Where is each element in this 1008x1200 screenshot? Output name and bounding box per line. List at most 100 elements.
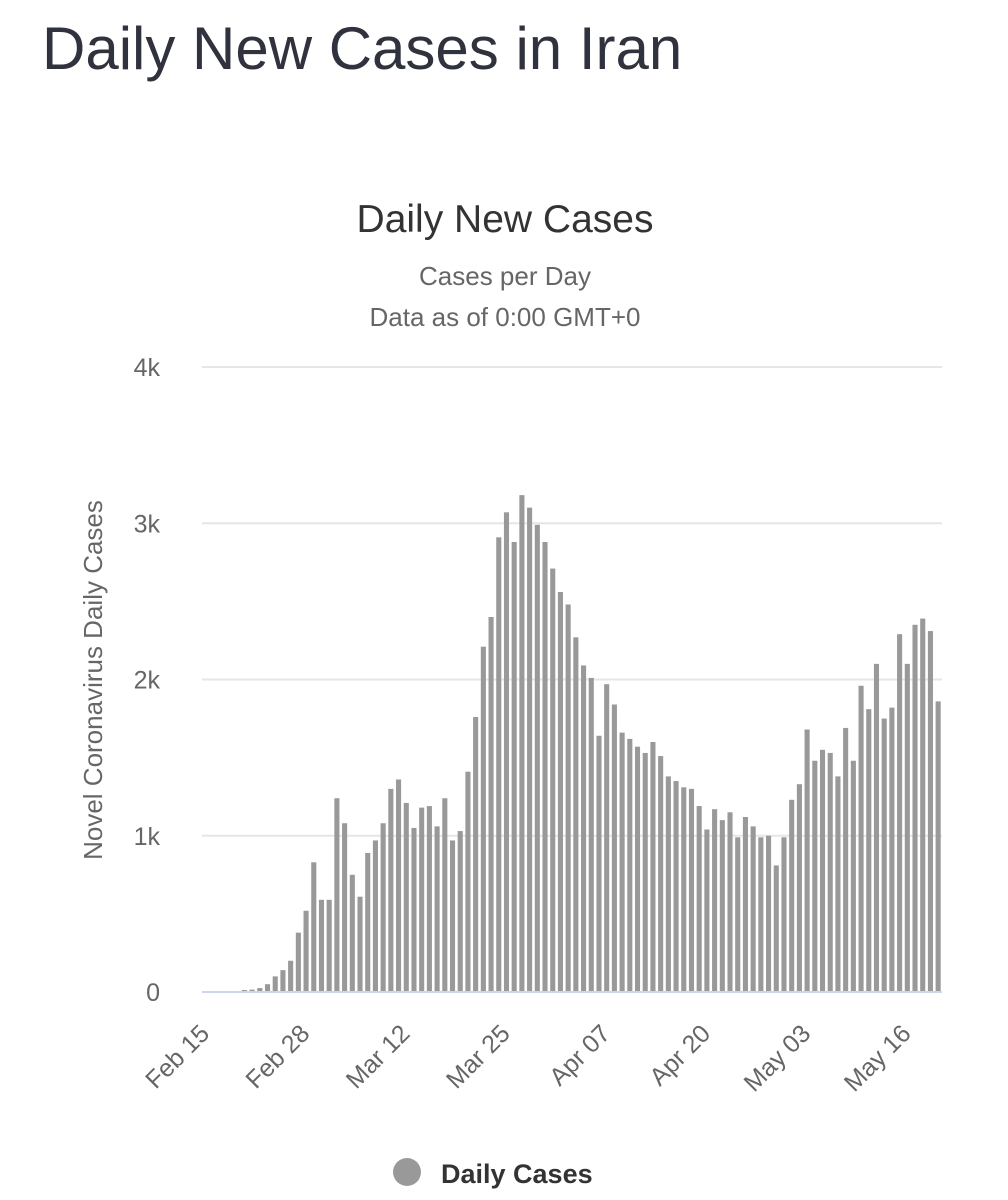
bar[interactable]	[712, 809, 718, 992]
bar[interactable]	[673, 781, 679, 992]
bar[interactable]	[688, 788, 695, 993]
x-tick-label: Mar 12	[341, 1019, 416, 1094]
bar[interactable]	[257, 988, 263, 992]
bar[interactable]	[927, 631, 933, 992]
bar[interactable]	[388, 788, 394, 993]
bar[interactable]	[819, 749, 826, 992]
bar[interactable]	[804, 729, 810, 993]
bar[interactable]	[866, 709, 872, 992]
x-tick-label: Feb 15	[140, 1019, 215, 1094]
bar[interactable]	[434, 826, 440, 993]
bar[interactable]	[812, 760, 818, 992]
bar[interactable]	[457, 831, 463, 992]
bar[interactable]	[796, 784, 802, 992]
bar[interactable]	[342, 823, 348, 992]
bar[interactable]	[634, 746, 641, 992]
bar[interactable]	[650, 742, 656, 992]
bar[interactable]	[411, 827, 417, 992]
bar[interactable]	[912, 624, 918, 992]
bar[interactable]	[835, 776, 841, 993]
bar[interactable]	[858, 685, 864, 992]
bar[interactable]	[573, 637, 579, 992]
bar[interactable]	[681, 787, 687, 992]
bar[interactable]	[449, 840, 456, 992]
bar[interactable]	[604, 684, 610, 992]
bar[interactable]	[619, 732, 625, 993]
bar[interactable]	[365, 852, 371, 992]
bar[interactable]	[280, 970, 286, 993]
bar[interactable]	[288, 960, 294, 992]
bar[interactable]	[735, 837, 741, 992]
bar[interactable]	[426, 806, 432, 992]
bar[interactable]	[249, 989, 255, 992]
bar[interactable]	[843, 727, 849, 992]
bar[interactable]	[920, 618, 926, 992]
bar[interactable]	[503, 512, 510, 992]
bar[interactable]	[264, 984, 271, 992]
bar[interactable]	[318, 899, 325, 992]
bar[interactable]	[642, 752, 648, 992]
bar[interactable]	[334, 798, 340, 992]
x-tick-label: May 16	[839, 1019, 917, 1097]
bar[interactable]	[758, 837, 764, 992]
x-tick-label: Mar 25	[441, 1019, 516, 1094]
bar[interactable]	[357, 896, 363, 992]
bar[interactable]	[827, 752, 833, 992]
bar[interactable]	[557, 592, 563, 992]
bar[interactable]	[873, 663, 880, 993]
bar[interactable]	[742, 817, 748, 992]
bar[interactable]	[627, 738, 633, 993]
bar[interactable]	[773, 865, 779, 992]
bar[interactable]	[527, 507, 533, 993]
bar[interactable]	[349, 874, 355, 992]
bar[interactable]	[480, 646, 486, 992]
bar[interactable]	[311, 862, 317, 992]
bar[interactable]	[850, 760, 856, 992]
bar[interactable]	[658, 756, 664, 992]
bar[interactable]	[519, 495, 525, 993]
bar[interactable]	[897, 634, 903, 992]
bar[interactable]	[403, 802, 409, 992]
bar[interactable]	[511, 542, 517, 992]
bar[interactable]	[935, 701, 941, 993]
bar[interactable]	[372, 840, 378, 992]
bar[interactable]	[542, 542, 548, 992]
bar[interactable]	[272, 976, 278, 993]
bar[interactable]	[881, 718, 887, 992]
y-axis-ticks: 0 1k 2k 3k 4k	[134, 354, 161, 1007]
legend-marker-icon[interactable]	[393, 1158, 421, 1186]
bar[interactable]	[550, 568, 556, 992]
bar[interactable]	[781, 837, 787, 992]
bar[interactable]	[789, 799, 795, 992]
bar[interactable]	[581, 665, 587, 992]
bar[interactable]	[696, 806, 702, 992]
bar[interactable]	[704, 829, 710, 993]
bar[interactable]	[488, 617, 494, 992]
bar[interactable]	[719, 820, 725, 993]
bar[interactable]	[534, 524, 540, 992]
bar[interactable]	[766, 835, 772, 992]
legend[interactable]: Daily Cases	[393, 1158, 593, 1189]
bar[interactable]	[904, 663, 910, 993]
bar[interactable]	[565, 604, 571, 993]
bar[interactable]	[665, 776, 671, 993]
bar[interactable]	[295, 932, 301, 993]
bar[interactable]	[889, 707, 895, 993]
bar[interactable]	[727, 812, 733, 992]
bar[interactable]	[396, 779, 402, 993]
bar[interactable]	[611, 704, 617, 993]
bar[interactable]	[473, 717, 479, 992]
bar[interactable]	[419, 807, 425, 993]
bar[interactable]	[241, 989, 247, 992]
bar[interactable]	[496, 537, 502, 992]
legend-label[interactable]: Daily Cases	[441, 1159, 593, 1189]
bar[interactable]	[596, 735, 602, 992]
bar[interactable]	[303, 910, 309, 992]
bar[interactable]	[750, 826, 756, 993]
bar[interactable]	[465, 771, 471, 992]
bar[interactable]	[326, 899, 332, 992]
y-tick-label: 0	[146, 979, 160, 1007]
bar[interactable]	[588, 677, 594, 992]
bar[interactable]	[380, 823, 386, 992]
bar[interactable]	[442, 798, 448, 992]
